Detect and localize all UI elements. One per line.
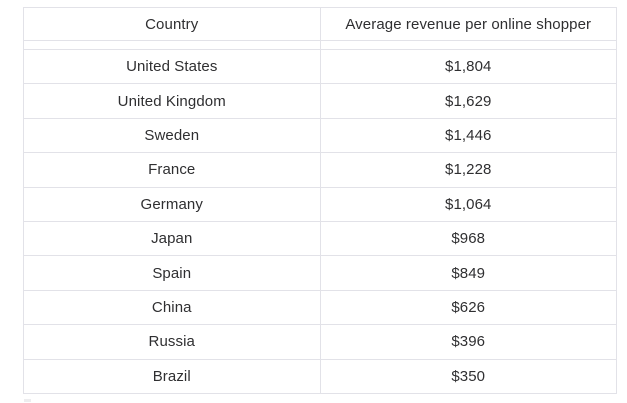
country-cell: China bbox=[23, 289, 321, 326]
country-cell: Spain bbox=[23, 255, 321, 291]
table-row: Spain $849 bbox=[23, 255, 617, 291]
value-cell: $1,804 bbox=[319, 48, 617, 85]
value-cell: $1,446 bbox=[319, 117, 617, 154]
spacer-cell bbox=[23, 40, 321, 50]
table-row: United States $1,804 bbox=[23, 48, 617, 85]
country-cell: Russia bbox=[23, 324, 321, 360]
value-cell: $849 bbox=[319, 255, 617, 291]
table-row: Germany $1,064 bbox=[23, 186, 617, 222]
column-header-country: Country bbox=[23, 7, 321, 41]
country-cell: Germany bbox=[23, 186, 321, 222]
table-spacer-row bbox=[23, 40, 617, 50]
country-cell: Japan bbox=[23, 220, 321, 257]
revenue-table: Country Average revenue per online shopp… bbox=[23, 7, 617, 394]
value-cell: $626 bbox=[319, 289, 617, 326]
value-cell: $1,064 bbox=[319, 186, 617, 222]
column-header-revenue: Average revenue per online shopper bbox=[319, 7, 617, 41]
table-row: United Kingdom $1,629 bbox=[23, 83, 617, 119]
value-cell: $396 bbox=[319, 324, 617, 360]
country-cell: Sweden bbox=[23, 117, 321, 154]
value-cell: $968 bbox=[319, 220, 617, 257]
value-cell: $1,228 bbox=[319, 152, 617, 188]
table-row: Sweden $1,446 bbox=[23, 117, 617, 154]
value-cell: $350 bbox=[319, 358, 617, 394]
country-cell: United States bbox=[23, 48, 321, 85]
table-row: China $626 bbox=[23, 289, 617, 326]
country-cell: United Kingdom bbox=[23, 83, 321, 119]
table-header-row: Country Average revenue per online shopp… bbox=[23, 7, 617, 41]
table-row: Japan $968 bbox=[23, 220, 617, 257]
cutoff-text-fragment bbox=[24, 399, 31, 402]
country-cell: Brazil bbox=[23, 358, 321, 394]
value-cell: $1,629 bbox=[319, 83, 617, 119]
table-row: France $1,228 bbox=[23, 152, 617, 188]
spacer-cell bbox=[319, 40, 617, 50]
country-cell: France bbox=[23, 152, 321, 188]
table-row: Russia $396 bbox=[23, 324, 617, 360]
table-row: Brazil $350 bbox=[23, 358, 617, 394]
